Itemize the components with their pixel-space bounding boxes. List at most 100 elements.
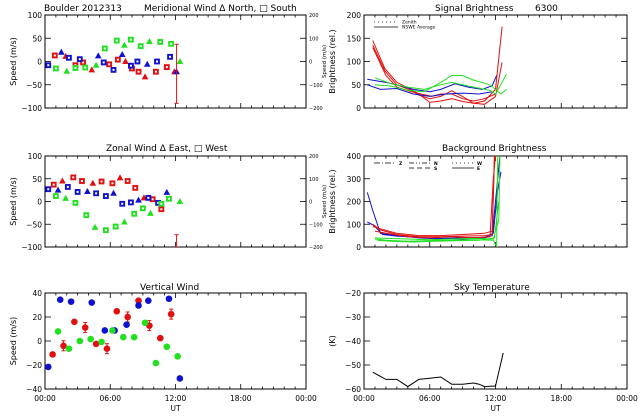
y-tick-label: −40 [345,337,361,346]
point-center [66,185,69,188]
green-2-line [374,75,507,95]
y-tick-label: 0 [37,198,42,207]
vertical-plot-area [45,295,184,382]
zonal-ylabel: Speed (m/s) [9,177,18,226]
red-3-line [374,156,496,239]
legend-label: W [477,161,482,167]
point-center [169,55,172,58]
red-triangle-point [88,66,96,73]
point-center [156,60,159,63]
blue-point [165,295,173,303]
background-panel: 400 300 200 100 0 Brightness (rel.) Z NS WE [328,152,628,252]
point-center [159,40,162,43]
signal-panel: 200 150 100 50 0 Brightness (rel.) ZenithNSWE … [328,11,628,113]
green-triangle-point [147,209,154,216]
meridional-panel: 100 200 50 100 0 0 −50 −100 −100 −200 Speed (m/s) S… [9,11,328,113]
sky-temperature-line [372,352,504,388]
red-triangle-point [89,179,97,186]
x-tick-label: 12:00 [165,394,187,403]
point-center [129,64,132,67]
signal-wavelength: 6300 [535,4,558,14]
red-point [71,318,78,326]
point-center [47,64,50,67]
x-tick-label: 00:00 [353,394,375,403]
green-triangle-point [63,67,71,74]
green-point [120,333,127,341]
red-triangle-point [140,194,148,201]
red-point [49,351,56,358]
legend-label: Zenith [402,20,417,26]
background-plot-area [366,156,502,247]
y-right-tick-label: 0 [309,200,312,206]
y-tick-label: 50 [351,81,361,90]
x-tick-label: 00:00 [616,394,638,403]
point-center [167,197,170,200]
point-center [136,60,139,63]
blue-point [56,296,64,304]
y-tick-label: 50 [32,175,42,184]
point-center [72,176,75,179]
blue-triangle-point [57,48,65,55]
vertical-frame [44,292,307,390]
red-triangle-point [122,57,129,64]
green-point [130,333,138,341]
blue-point [88,299,96,306]
y-tick-label: 0 [356,243,361,252]
x-tick-label: 00:00 [295,394,317,403]
x-tick-label: 18:00 [550,394,572,403]
point-center [129,38,132,41]
blue-2-line [367,84,493,97]
red-point [113,307,121,315]
y-tick-label: −60 [345,385,361,394]
x-tick-label: 06:00 [419,394,441,403]
blue-point [101,327,109,334]
point-center [85,214,88,217]
signal-ylabel: Brightness (rel.) [328,29,337,93]
green-point [87,335,94,343]
red-point [156,334,164,342]
green-3-line [377,201,500,243]
zonal-frame [44,155,307,248]
blue-triangle-point [94,52,102,59]
y-tick-label: −20 [26,361,42,370]
point-center [165,66,168,69]
point-center [141,207,144,210]
meridional-title: Meridional Wind Δ North, □ South [144,4,297,14]
y-right-tick-label: 200 [309,154,319,160]
blue-point [176,375,184,382]
y-right-tick-label: 200 [309,13,319,19]
green-point [163,343,171,351]
y-tick-label: −50 [26,220,42,229]
skytemp-title: Sky Temperature [454,283,530,293]
y-right-tick-label: −100 [309,222,323,228]
y-tick-label: −20 [345,289,361,298]
blue-point [135,302,142,309]
green-triangle-point [176,57,184,64]
point-center [54,195,57,198]
legend-label: NSWE Average [402,25,436,31]
skytemp-plot-area [372,352,504,388]
green-1-line [374,156,499,247]
zonal-title: Zonal Wind Δ East, □ West [106,144,228,154]
green-triangle-point [91,223,99,230]
point-center [80,180,83,183]
y-right-tick-label: 0 [309,60,312,66]
point-center [76,190,79,193]
point-center [47,188,50,191]
blue-triangle-point [163,188,171,195]
y-tick-label: 200 [347,198,362,207]
y-right-tick-label: 100 [309,177,319,183]
y-tick-label: 100 [28,11,43,20]
x-tick-label: 18:00 [230,394,252,403]
point-center [112,68,115,71]
vertical-ylabel: Speed (m/s) [9,317,18,366]
zonal-plot-area [45,174,184,247]
blue-point [45,363,52,371]
point-center [121,202,124,205]
point-center [67,56,70,59]
point-center [160,202,163,205]
y-tick-label: 0 [37,337,42,346]
point-center [54,67,57,70]
vertical-xlabel: UT [170,404,180,413]
